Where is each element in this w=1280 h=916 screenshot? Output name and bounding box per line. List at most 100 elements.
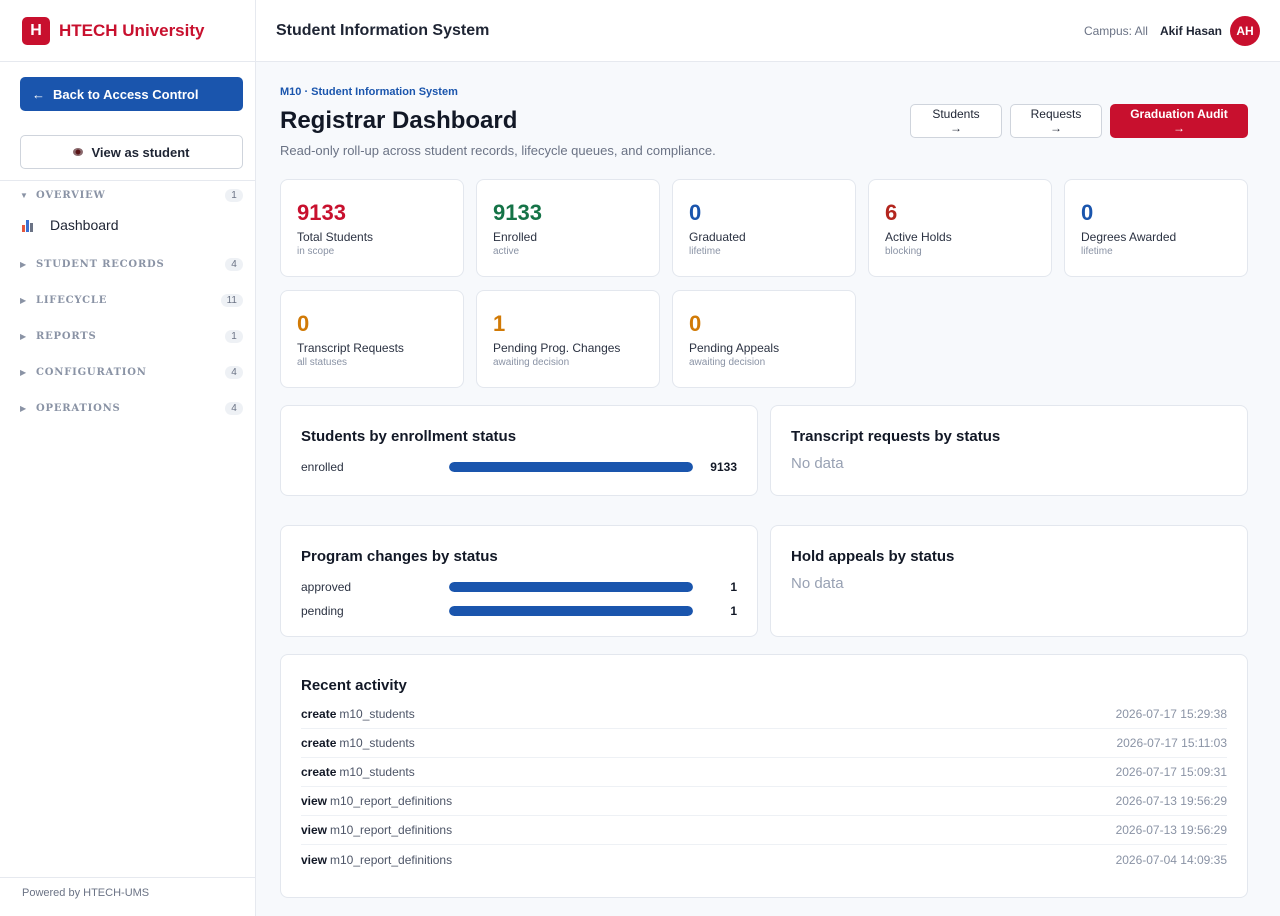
eye-icon [73,148,84,156]
activity-target: m10_students [339,765,415,779]
avatar[interactable]: AH [1230,15,1260,46]
bar-fill [449,606,693,616]
nav-section-reports[interactable]: ▶ REPORTS 1 [20,326,243,346]
bar-fill [449,462,693,472]
stat-label: Degrees Awarded [1081,230,1177,244]
bar-row: approved 1 [301,575,737,599]
section-label: CONFIGURATION [36,366,147,378]
activity-entry: view m10_report_definitions [301,853,452,867]
stat-sublabel: lifetime [689,246,721,257]
stat-label: Pending Prog. Changes [493,341,621,355]
section-label: OPERATIONS [36,402,121,414]
caret-right-icon: ▶ [20,295,27,305]
transcript-requests-panel: Transcript requests by status No data [770,405,1248,496]
bar-value: 1 [730,580,737,594]
bar-track [449,582,693,592]
activity-action: view [301,794,328,808]
sidebar-item-label: Dashboard [50,217,119,233]
caret-right-icon: ▶ [20,259,27,269]
stat-sublabel: active [493,246,520,257]
activity-time: 2026-07-13 19:56:29 [1115,823,1227,837]
activity-action: view [301,852,328,867]
brand[interactable]: H HTECH University [0,0,255,62]
activity-time: 2026-07-17 15:09:31 [1115,765,1227,779]
bar-label: enrolled [301,460,344,474]
list-item[interactable]: create m10_students 2026-07-17 15:09:31 [301,758,1227,787]
section-label: LIFECYCLE [36,294,108,306]
campus-selector[interactable]: Campus: All [1083,23,1148,38]
bar-row: pending 1 [301,599,737,623]
stat-sublabel: awaiting decision [493,357,570,368]
stat-value: 9133 [297,200,346,225]
stat-value: 0 [1081,200,1094,225]
list-item[interactable]: view m10_report_definitions 2026-07-04 14… [301,845,1227,874]
top-header: Student Information System Campus: All A… [256,0,1280,62]
list-item[interactable]: view m10_report_definitions 2026-07-13 19… [301,787,1227,816]
view-as-student-button[interactable]: View as student [20,135,243,169]
section-label: OVERVIEW [36,189,106,201]
panel-title: Recent activity [301,677,407,694]
panel-title: Transcript requests by status [791,428,1001,445]
nav-section-configuration[interactable]: ▶ CONFIGURATION 4 [20,362,243,382]
bar-value: 1 [730,604,737,618]
enrollment-status-panel: Students by enrollment status enrolled 9… [280,405,758,496]
stat-sublabel: all statuses [297,357,348,368]
bar-track [449,606,693,616]
stat-card-pending-appeals: 0 Pending Appeals awaiting decision [672,290,856,388]
nav-section-overview[interactable]: ▼ OVERVIEW 1 [20,185,243,205]
caret-right-icon: ▶ [20,403,27,413]
stat-value: 0 [689,311,702,336]
stat-label: Enrolled [493,230,538,244]
nav-section-operations[interactable]: ▶ OPERATIONS 4 [20,398,243,418]
list-item[interactable]: view m10_report_definitions 2026-07-13 19… [301,816,1227,845]
sidebar: H HTECH University ← Back to Access Cont… [0,0,256,916]
section-label: REPORTS [36,330,97,342]
graduation-audit-button[interactable]: Graduation Audit → [1110,104,1248,138]
university-logo-icon: H [22,16,50,45]
list-item[interactable]: create m10_students 2026-07-17 15:29:38 [301,700,1227,729]
back-to-access-control-button[interactable]: ← Back to Access Control [20,77,243,111]
activity-list: create m10_students 2026-07-17 15:29:38 c… [301,700,1227,874]
list-item[interactable]: create m10_students 2026-07-17 15:11:03 [301,729,1227,758]
back-button-label: Back to Access Control [53,86,199,102]
nav-section-lifecycle[interactable]: ▶ LIFECYCLE 11 [20,290,243,310]
bar-chart-icon [22,219,35,232]
program-changes-panel: Program changes by status approved 1 pen… [280,525,758,637]
stat-card-pending-prog-changes: 1 Pending Prog. Changes awaiting decisio… [476,290,660,388]
students-button[interactable]: Students → [910,104,1002,138]
bar-label: approved [301,580,352,594]
activity-target: m10_report_definitions [330,823,453,837]
section-count-badge: 4 [225,257,243,271]
nav-divider [0,180,256,181]
stat-label: Transcript Requests [297,341,404,355]
stat-card-enrolled: 9133 Enrolled active [476,179,660,277]
nav-section-student-records[interactable]: ▶ STUDENT RECORDS 4 [20,254,243,274]
bar-track [449,462,693,472]
section-label: STUDENT RECORDS [36,258,165,270]
activity-action: create [301,765,337,779]
sidebar-item-dashboard[interactable]: Dashboard [22,214,119,236]
section-count-badge: 4 [225,365,243,379]
stat-value: 1 [493,311,506,336]
activity-time: 2026-07-04 14:09:35 [1115,852,1227,867]
view-as-label: View as student [91,144,190,160]
activity-target: m10_report_definitions [330,794,453,808]
bar-row: enrolled 9133 [301,455,737,479]
stat-card-total-students: 9133 Total Students in scope [280,179,464,277]
section-count-badge: 4 [225,401,243,415]
breadcrumb[interactable]: M10 · Student Information System [280,86,458,98]
stat-value: 0 [297,311,310,336]
stat-card-degrees-awarded: 0 Degrees Awarded lifetime [1064,179,1248,277]
powered-by-footer: Powered by HTECH-UMS [0,877,256,908]
stat-sublabel: in scope [297,246,335,257]
stat-sublabel: blocking [885,246,922,257]
requests-button[interactable]: Requests → [1010,104,1102,138]
stat-value: 6 [885,200,898,225]
panel-title: Students by enrollment status [301,428,517,445]
stat-value: 9133 [493,200,542,225]
stat-sublabel: lifetime [1081,246,1113,257]
user-name[interactable]: Akif Hasan [1159,23,1222,38]
section-count-badge: 1 [225,188,243,202]
section-count-badge: 11 [220,293,243,307]
hold-appeals-panel: Hold appeals by status No data [770,525,1248,637]
